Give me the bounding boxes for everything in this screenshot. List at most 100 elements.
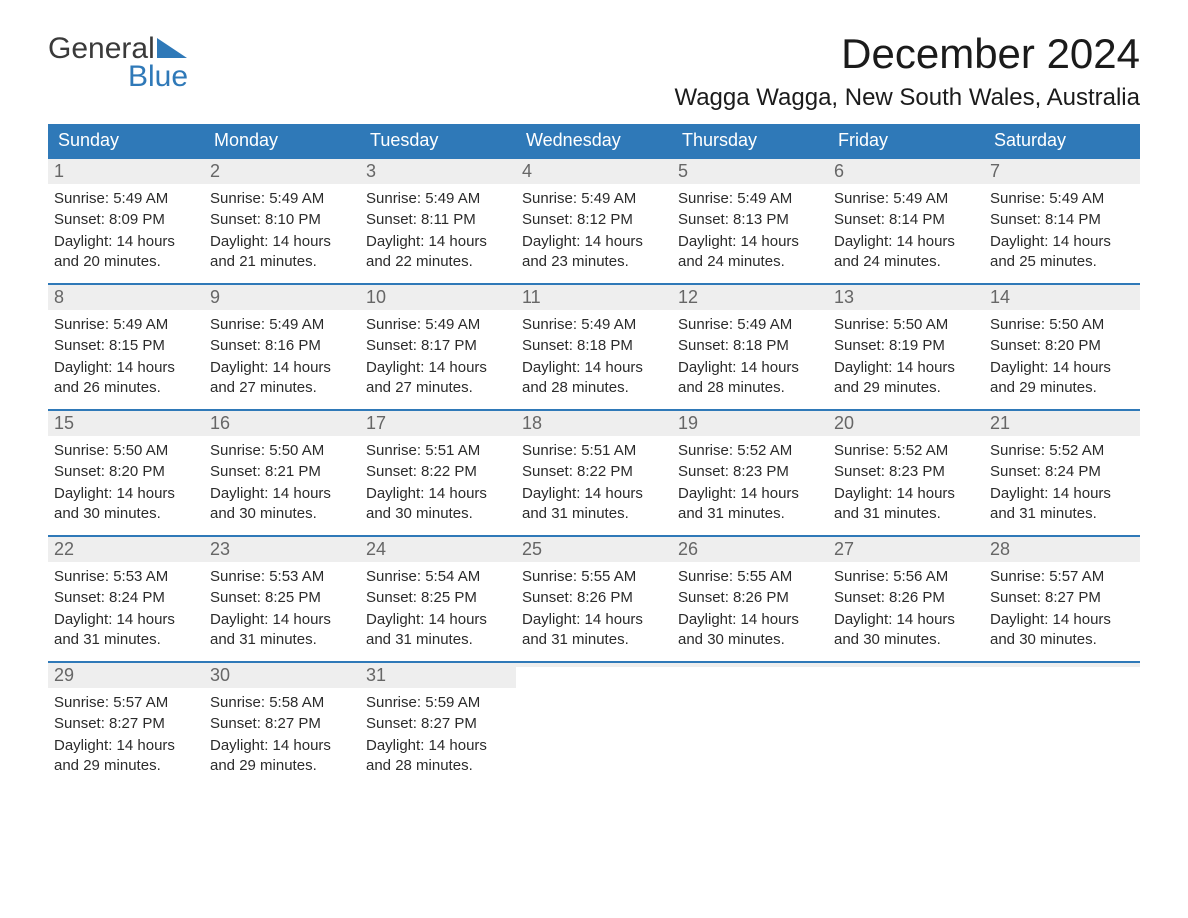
sunset-line: Sunset: 8:16 PM — [210, 336, 354, 356]
day-cell: 23Sunrise: 5:53 AMSunset: 8:25 PMDayligh… — [204, 537, 360, 661]
day-cell — [828, 663, 984, 787]
day-body: Sunrise: 5:49 AMSunset: 8:18 PMDaylight:… — [672, 310, 828, 409]
sunrise-line: Sunrise: 5:55 AM — [522, 567, 666, 587]
day-body: Sunrise: 5:56 AMSunset: 8:26 PMDaylight:… — [828, 562, 984, 661]
sunrise-line: Sunrise: 5:49 AM — [210, 189, 354, 209]
day-number: 8 — [48, 285, 204, 310]
week-row: 1Sunrise: 5:49 AMSunset: 8:09 PMDaylight… — [48, 157, 1140, 283]
day-body: Sunrise: 5:57 AMSunset: 8:27 PMDaylight:… — [984, 562, 1140, 661]
day-number: 19 — [672, 411, 828, 436]
day-number: 27 — [828, 537, 984, 562]
day-cell: 17Sunrise: 5:51 AMSunset: 8:22 PMDayligh… — [360, 411, 516, 535]
daylight-line: Daylight: 14 hours and 30 minutes. — [678, 610, 822, 651]
day-body: Sunrise: 5:49 AMSunset: 8:10 PMDaylight:… — [204, 184, 360, 283]
sunrise-line: Sunrise: 5:58 AM — [210, 693, 354, 713]
day-cell: 8Sunrise: 5:49 AMSunset: 8:15 PMDaylight… — [48, 285, 204, 409]
sunset-line: Sunset: 8:18 PM — [678, 336, 822, 356]
daylight-line: Daylight: 14 hours and 27 minutes. — [366, 358, 510, 399]
sunset-line: Sunset: 8:22 PM — [366, 462, 510, 482]
daylight-line: Daylight: 14 hours and 30 minutes. — [990, 610, 1134, 651]
day-body: Sunrise: 5:51 AMSunset: 8:22 PMDaylight:… — [360, 436, 516, 535]
day-number: 30 — [204, 663, 360, 688]
sunrise-line: Sunrise: 5:57 AM — [990, 567, 1134, 587]
sunset-line: Sunset: 8:21 PM — [210, 462, 354, 482]
day-body: Sunrise: 5:49 AMSunset: 8:18 PMDaylight:… — [516, 310, 672, 409]
sunset-line: Sunset: 8:24 PM — [990, 462, 1134, 482]
week-row: 29Sunrise: 5:57 AMSunset: 8:27 PMDayligh… — [48, 661, 1140, 787]
day-body: Sunrise: 5:59 AMSunset: 8:27 PMDaylight:… — [360, 688, 516, 787]
calendar: Sunday Monday Tuesday Wednesday Thursday… — [48, 124, 1140, 787]
day-body — [984, 667, 1140, 681]
day-body: Sunrise: 5:57 AMSunset: 8:27 PMDaylight:… — [48, 688, 204, 787]
day-body: Sunrise: 5:50 AMSunset: 8:21 PMDaylight:… — [204, 436, 360, 535]
sunset-line: Sunset: 8:18 PM — [522, 336, 666, 356]
header-friday: Friday — [828, 124, 984, 157]
day-cell: 28Sunrise: 5:57 AMSunset: 8:27 PMDayligh… — [984, 537, 1140, 661]
day-body: Sunrise: 5:52 AMSunset: 8:24 PMDaylight:… — [984, 436, 1140, 535]
day-body: Sunrise: 5:49 AMSunset: 8:12 PMDaylight:… — [516, 184, 672, 283]
day-body: Sunrise: 5:49 AMSunset: 8:15 PMDaylight:… — [48, 310, 204, 409]
sunrise-line: Sunrise: 5:49 AM — [522, 189, 666, 209]
sunset-line: Sunset: 8:27 PM — [54, 714, 198, 734]
header-sunday: Sunday — [48, 124, 204, 157]
day-body — [828, 667, 984, 681]
daylight-line: Daylight: 14 hours and 20 minutes. — [54, 232, 198, 273]
sunrise-line: Sunrise: 5:53 AM — [210, 567, 354, 587]
daylight-line: Daylight: 14 hours and 29 minutes. — [990, 358, 1134, 399]
day-number: 7 — [984, 159, 1140, 184]
day-body: Sunrise: 5:51 AMSunset: 8:22 PMDaylight:… — [516, 436, 672, 535]
day-body: Sunrise: 5:52 AMSunset: 8:23 PMDaylight:… — [672, 436, 828, 535]
sunrise-line: Sunrise: 5:57 AM — [54, 693, 198, 713]
sunrise-line: Sunrise: 5:51 AM — [366, 441, 510, 461]
week-row: 15 Sunrise: 5:50 AMSunset: 8:20 PM Dayligh… — [48, 409, 1140, 535]
daylight-line: Daylight: 14 hours and 29 minutes. — [210, 736, 354, 777]
day-cell: 1Sunrise: 5:49 AMSunset: 8:09 PMDaylight… — [48, 159, 204, 283]
header-tuesday: Tuesday — [360, 124, 516, 157]
title-block: December 2024 Wagga Wagga, New South Wal… — [48, 30, 1140, 112]
sunrise-line: Sunrise: 5:51 AM — [522, 441, 666, 461]
day-cell: 18Sunrise: 5:51 AMSunset: 8:22 PMDayligh… — [516, 411, 672, 535]
day-number: 5 — [672, 159, 828, 184]
day-cell: 4Sunrise: 5:49 AMSunset: 8:12 PMDaylight… — [516, 159, 672, 283]
day-cell: 31Sunrise: 5:59 AMSunset: 8:27 PMDayligh… — [360, 663, 516, 787]
sunset-line: Sunset: 8:23 PM — [678, 462, 822, 482]
sunset-line: Sunset: 8:12 PM — [522, 210, 666, 230]
day-number: 23 — [204, 537, 360, 562]
day-cell: 9Sunrise: 5:49 AMSunset: 8:16 PMDaylight… — [204, 285, 360, 409]
day-number: 16 — [204, 411, 360, 436]
day-number: 9 — [204, 285, 360, 310]
day-cell: 5Sunrise: 5:49 AMSunset: 8:13 PMDaylight… — [672, 159, 828, 283]
sunset-line: Sunset: 8:14 PM — [834, 210, 978, 230]
sunrise-line: Sunrise: 5:54 AM — [366, 567, 510, 587]
sunset-line: Sunset: 8:17 PM — [366, 336, 510, 356]
day-cell: 12Sunrise: 5:49 AMSunset: 8:18 PMDayligh… — [672, 285, 828, 409]
day-body: Sunrise: 5:53 AMSunset: 8:25 PMDaylight:… — [204, 562, 360, 661]
daylight-line: Daylight: 14 hours and 24 minutes. — [678, 232, 822, 273]
day-number: 12 — [672, 285, 828, 310]
sunrise-line: Sunrise: 5:50 AM — [54, 441, 198, 461]
daylight-line: Daylight: 14 hours and 31 minutes. — [834, 484, 978, 525]
day-number: 1 — [48, 159, 204, 184]
daylight-line: Daylight: 14 hours and 28 minutes. — [522, 358, 666, 399]
day-number: 22 — [48, 537, 204, 562]
daylight-line: Daylight: 14 hours and 31 minutes. — [210, 610, 354, 651]
page-title: December 2024 — [48, 30, 1140, 78]
day-cell: 30Sunrise: 5:58 AMSunset: 8:27 PMDayligh… — [204, 663, 360, 787]
sunset-line: Sunset: 8:10 PM — [210, 210, 354, 230]
sunset-line: Sunset: 8:14 PM — [990, 210, 1134, 230]
day-body: Sunrise: 5:49 AMSunset: 8:17 PMDaylight:… — [360, 310, 516, 409]
sunrise-line: Sunrise: 5:52 AM — [678, 441, 822, 461]
sunset-line: Sunset: 8:11 PM — [366, 210, 510, 230]
day-cell: 29Sunrise: 5:57 AMSunset: 8:27 PMDayligh… — [48, 663, 204, 787]
header-monday: Monday — [204, 124, 360, 157]
day-body: Sunrise: 5:55 AMSunset: 8:26 PMDaylight:… — [516, 562, 672, 661]
sunrise-line: Sunrise: 5:49 AM — [366, 315, 510, 335]
sunrise-line: Sunrise: 5:59 AM — [366, 693, 510, 713]
day-number: 15 — [48, 411, 204, 436]
sunset-line: Sunset: 8:22 PM — [522, 462, 666, 482]
day-cell: 20Sunrise: 5:52 AMSunset: 8:23 PMDayligh… — [828, 411, 984, 535]
daylight-line: Daylight: 14 hours and 29 minutes. — [834, 358, 978, 399]
sunset-line: Sunset: 8:20 PM — [54, 462, 198, 482]
daylight-line: Daylight: 14 hours and 28 minutes. — [678, 358, 822, 399]
sunrise-line: Sunrise: 5:50 AM — [990, 315, 1134, 335]
